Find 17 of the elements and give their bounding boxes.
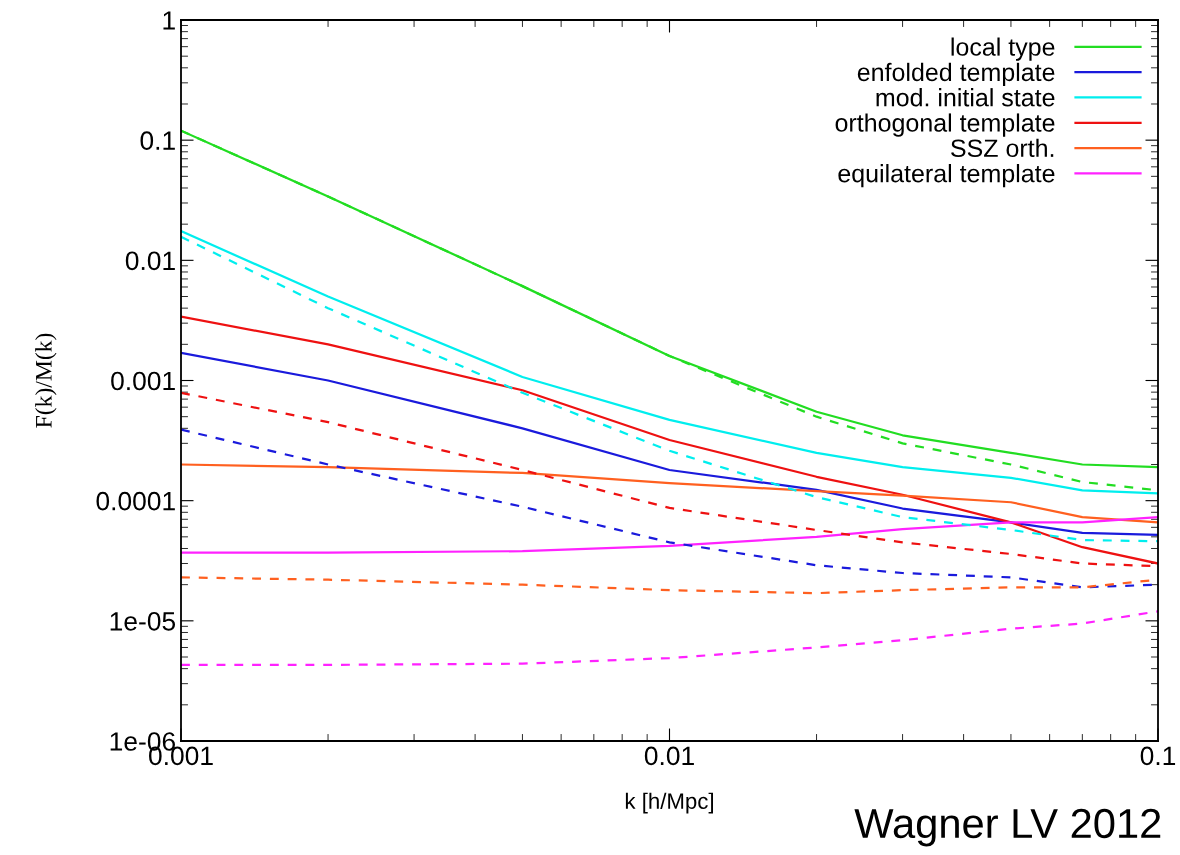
legend-label: mod. initial state: [876, 88, 1055, 107]
y-tick-label: 0.01: [125, 251, 175, 271]
x-axis-title: k [h/Mpc]: [625, 792, 713, 814]
y-tick-label: 1: [163, 11, 175, 30]
y-tick-label: 0.0001: [96, 491, 175, 511]
y-axis-title: F(k)/M(k): [35, 333, 57, 428]
x-tick-label: 0.01: [644, 746, 694, 766]
legend-label: orthogonal template: [835, 113, 1055, 137]
y-tick-label: 1e-05: [110, 611, 176, 631]
y-tick-label: 0.1: [140, 131, 175, 150]
text: Wagner LV 2012: [854, 808, 1161, 847]
x-tick-label: 0.1: [1140, 746, 1176, 766]
legend-label: equilateral template: [838, 164, 1055, 188]
legend-label: local type: [951, 37, 1055, 61]
legend-label: SSZ orth.: [951, 138, 1054, 158]
legend-label: enfolded template: [857, 62, 1055, 87]
y-tick-label: 0.001: [111, 371, 175, 391]
